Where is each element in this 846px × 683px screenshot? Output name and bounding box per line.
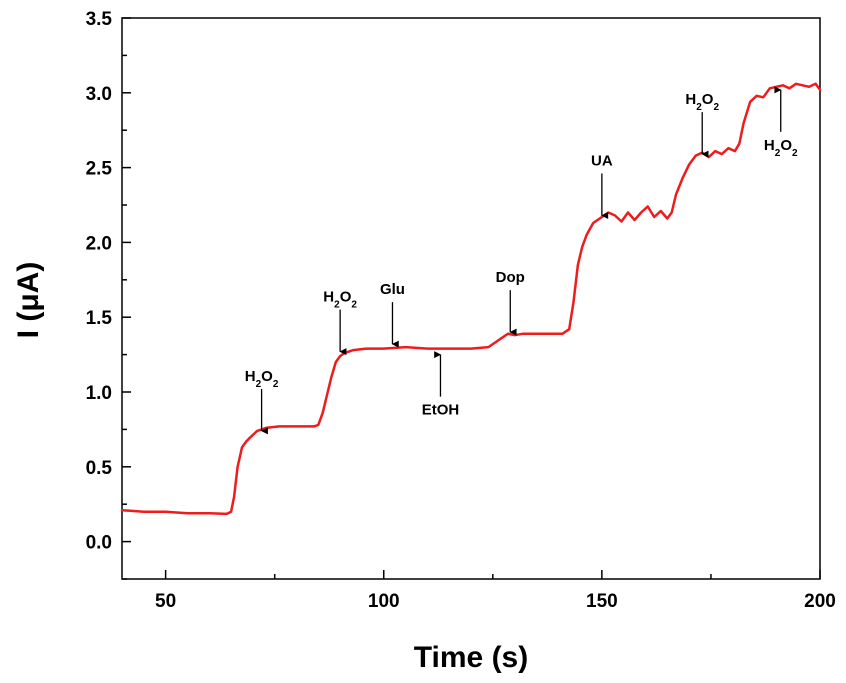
annotation-label: H2O2 (245, 368, 279, 390)
annotation-ho: H2O2 (764, 86, 798, 159)
x-axis-title: Time (s) (414, 641, 528, 674)
annotation-glu: Glu (380, 281, 405, 348)
annotation-ho: H2O2 (685, 91, 719, 158)
x-tick-label: 100 (368, 591, 400, 612)
y-tick-label: 1.0 (86, 383, 112, 404)
annotation-etoh: EtOH (422, 351, 460, 419)
annotation-ua: UA (591, 152, 613, 219)
axis-tick-labels: 50 100 150 200 0.0 0.5 1.0 1.5 2.0 2.5 3.0 3.5 (86, 9, 836, 612)
injection-annotations: H2O2 H2O2 Glu EtOH Dop UA H2O2 H2O2 (245, 86, 798, 435)
series-line-current (120, 82, 822, 516)
y-tick-label: 0.0 (86, 533, 112, 554)
y-tick-label: 1.5 (86, 308, 113, 329)
annotation-label: H2O2 (764, 137, 798, 159)
annotation-label: H2O2 (323, 289, 357, 311)
annotation-dop: Dop (496, 269, 525, 336)
annotation-label: EtOH (422, 402, 460, 419)
y-tick-label: 3.5 (86, 9, 113, 30)
y-tick-label: 2.0 (86, 233, 112, 254)
annotation-label: Glu (380, 281, 405, 298)
plot-frame (121, 17, 821, 580)
annotation-label: UA (591, 152, 613, 169)
x-tick-label: 200 (804, 591, 836, 612)
annotation-label: H2O2 (685, 91, 719, 113)
annotation-label: Dop (496, 269, 525, 286)
axis-ticks (122, 17, 821, 580)
x-tick-label: 150 (586, 591, 618, 612)
y-tick-label: 2.5 (86, 159, 113, 180)
x-tick-label: 50 (155, 591, 176, 612)
y-tick-label: 3.0 (86, 84, 112, 105)
annotation-ho: H2O2 (245, 368, 279, 435)
y-axis-title: I (μA) (12, 262, 45, 339)
y-tick-label: 0.5 (86, 458, 113, 479)
annotation-ho: H2O2 (323, 289, 357, 356)
